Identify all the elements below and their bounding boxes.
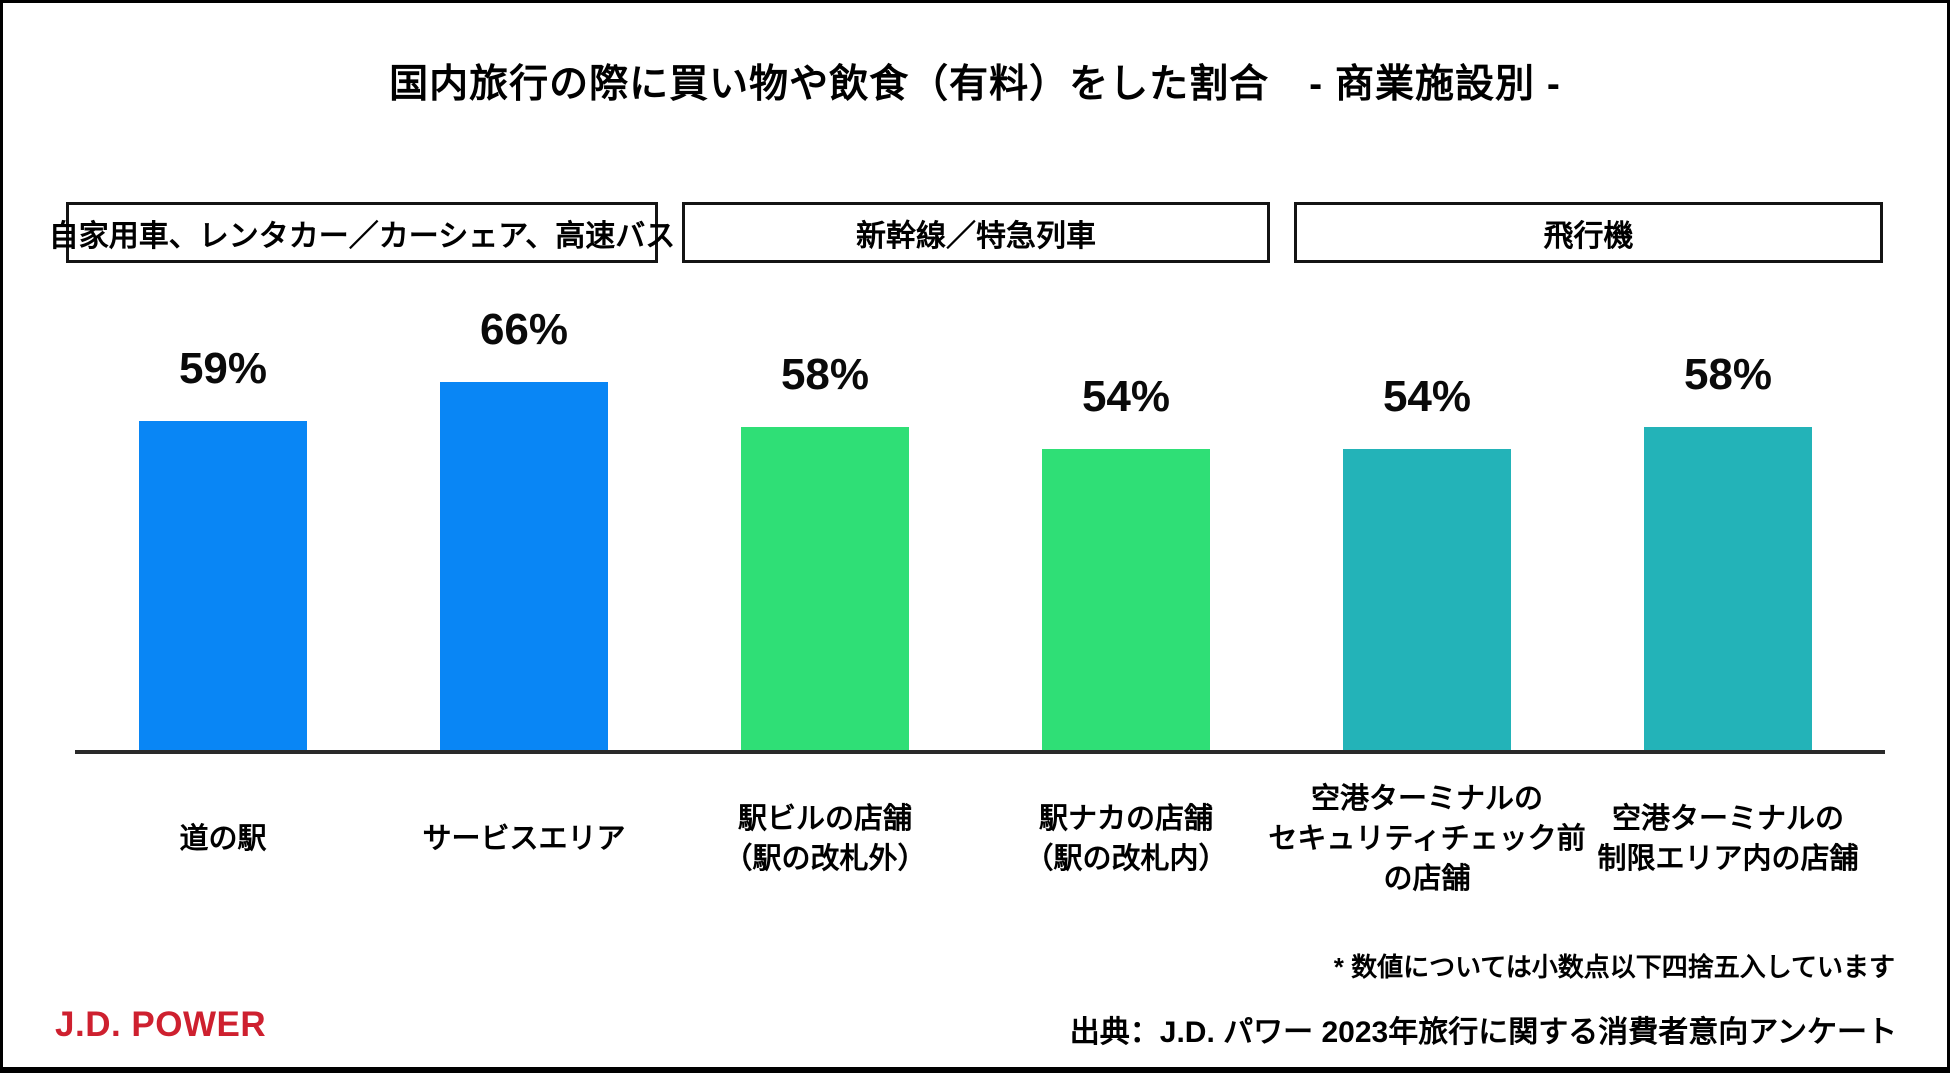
bar-4 bbox=[1042, 449, 1210, 750]
page-title: 国内旅行の際に買い物や飲食（有料）をした割合 - 商業施設別 - bbox=[389, 63, 1561, 106]
bar-value-label-1: 59% bbox=[178, 344, 268, 393]
bar-5 bbox=[1343, 449, 1511, 750]
x-axis-line bbox=[75, 750, 1885, 754]
bar-category-label-1: 道の駅 bbox=[179, 822, 267, 855]
group-label-train: 新幹線／特急列車 bbox=[856, 219, 1096, 253]
group-label-box-car-bus: 自家用車、レンタカー／カーシェア、高速バス bbox=[49, 202, 675, 263]
jdpower-logo: J.D. POWER bbox=[55, 1005, 267, 1044]
group-label-car-bus: 自家用車、レンタカー／カーシェア、高速バス bbox=[48, 219, 676, 253]
bar-category-label-3: 駅ビルの店舗 （駅の改札外） bbox=[723, 802, 927, 875]
bar-value-label-2: 66% bbox=[479, 305, 569, 354]
bar-category-label-4: 駅ナカの店舗 （駅の改札内） bbox=[1024, 802, 1228, 875]
footnote: * 数値については小数点以下四捨五入しています bbox=[1333, 952, 1895, 982]
bar-3 bbox=[741, 427, 909, 750]
source-credit: 出典：J.D. パワー 2023年旅行に関する消費者意向アンケート bbox=[1069, 1016, 1897, 1049]
bar-6 bbox=[1644, 427, 1812, 750]
group-label-box-train: 新幹線／特急列車 bbox=[682, 202, 1270, 263]
bar-2 bbox=[440, 382, 608, 750]
bar-1 bbox=[139, 421, 307, 750]
bar-category-label-2: サービスエリア bbox=[422, 822, 626, 855]
bar-value-label-4: 54% bbox=[1081, 372, 1171, 421]
bar-category-label-6: 空港ターミナルの 制限エリア内の店舗 bbox=[1597, 802, 1859, 875]
group-label-airplane: 飛行機 bbox=[1543, 219, 1634, 253]
bar-value-label-6: 58% bbox=[1683, 350, 1773, 399]
bar-category-label-5: 空港ターミナルの セキュリティチェック前 の店舗 bbox=[1268, 782, 1586, 895]
bar-value-label-3: 58% bbox=[780, 350, 870, 399]
group-label-box-airplane: 飛行機 bbox=[1294, 202, 1883, 263]
bar-value-label-5: 54% bbox=[1382, 372, 1472, 421]
